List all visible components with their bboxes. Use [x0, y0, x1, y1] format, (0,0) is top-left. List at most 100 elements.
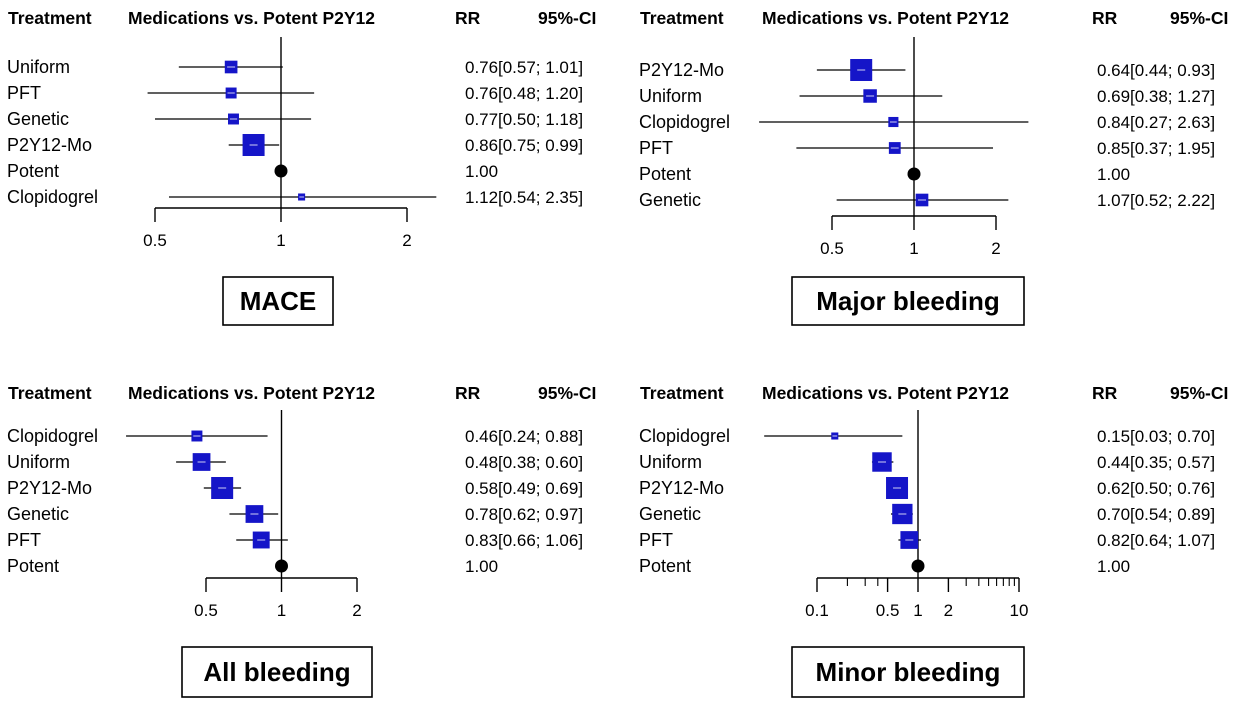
row-label: P2Y12-Mo [639, 478, 724, 498]
rr-value: 0.44 [1097, 453, 1130, 472]
header-ci: 95%-CI [538, 383, 596, 403]
row-label: Potent [639, 556, 691, 576]
row-label: Potent [7, 161, 59, 181]
rr-value: 1.12 [465, 188, 498, 207]
row-label: P2Y12-Mo [639, 60, 724, 80]
outcome-title-box [791, 646, 1025, 698]
ci-value: [0.38; 0.60] [498, 453, 583, 472]
rr-value: 0.46 [465, 427, 498, 446]
row-label: Uniform [7, 452, 70, 472]
rr-value: 0.15 [1097, 427, 1130, 446]
outcome-title: MACE [240, 286, 317, 316]
ci-value: [0.52; 2.22] [1130, 191, 1215, 210]
x-tick-label: 2 [944, 601, 953, 620]
x-tick-label: 1 [276, 231, 285, 250]
outcome-title: Minor bleeding [816, 657, 1001, 687]
ci-value: [0.44; 0.93] [1130, 61, 1215, 80]
ci-value: [0.37; 1.95] [1130, 139, 1215, 158]
rr-value: 0.69 [1097, 87, 1130, 106]
row-label: Genetic [7, 109, 69, 129]
rr-value: 0.76 [465, 84, 498, 103]
ci-value: [0.54; 2.35] [498, 188, 583, 207]
ci-value: [0.50; 0.76] [1130, 479, 1215, 498]
rr-value: 0.84 [1097, 113, 1130, 132]
reference-point [275, 559, 288, 573]
x-tick-label: 0.1 [805, 601, 829, 620]
rr-value: 0.85 [1097, 139, 1130, 158]
forest-panel-4: Treatment Medications vs. Potent P2Y12 RR 9… [639, 383, 1228, 698]
header-comparison: Medications vs. Potent P2Y12 [128, 383, 375, 403]
x-tick-label: 1 [913, 601, 922, 620]
rr-value: 1.00 [465, 557, 498, 576]
rr-value: 1.00 [465, 162, 498, 181]
x-tick-label: 2 [352, 601, 361, 620]
rr-value: 1.00 [1097, 557, 1130, 576]
row-label: Clopidogrel [7, 187, 98, 207]
outcome-title-box [791, 276, 1025, 326]
x-tick-label: 0.5 [143, 231, 167, 250]
ci-value: [0.48; 1.20] [498, 84, 583, 103]
header-ci: 95%-CI [538, 8, 596, 28]
forest-panel-2: Treatment Medications vs. Potent P2Y12 RR 9… [639, 8, 1228, 326]
x-tick-label: 2 [402, 231, 411, 250]
row-label: Clopidogrel [7, 426, 98, 446]
ci-value: [0.62; 0.97] [498, 505, 583, 524]
ci-value: [0.57; 1.01] [498, 58, 583, 77]
row-label: Genetic [639, 190, 701, 210]
x-tick-label: 0.5 [820, 239, 844, 258]
x-tick-label: 1 [277, 601, 286, 620]
rr-value: 0.58 [465, 479, 498, 498]
row-label: PFT [7, 530, 41, 550]
rr-value: 0.86 [465, 136, 498, 155]
outcome-title-box [181, 646, 373, 698]
header-treatment: Treatment [8, 383, 92, 403]
header-treatment: Treatment [640, 8, 724, 28]
ci-value: [0.49; 0.69] [498, 479, 583, 498]
reference-point [911, 559, 925, 573]
row-label: PFT [7, 83, 41, 103]
ci-value: [0.35; 0.57] [1130, 453, 1215, 472]
header-ci: 95%-CI [1170, 8, 1228, 28]
rr-value: 1.00 [1097, 165, 1130, 184]
rr-value: 0.83 [465, 531, 498, 550]
ci-value: [0.50; 1.18] [498, 110, 583, 129]
header-rr: RR [455, 8, 481, 28]
rr-value: 0.64 [1097, 61, 1130, 80]
rr-value: 0.48 [465, 453, 498, 472]
row-label: Uniform [639, 86, 702, 106]
ci-value: [0.75; 0.99] [498, 136, 583, 155]
forest-panel-1: Treatment Medications vs. Potent P2Y12 RR 9… [7, 8, 596, 326]
ci-value: [0.27; 2.63] [1130, 113, 1215, 132]
row-label: Clopidogrel [639, 426, 730, 446]
x-tick-label: 2 [991, 239, 1000, 258]
rr-value: 0.78 [465, 505, 498, 524]
row-label: Genetic [639, 504, 701, 524]
header-treatment: Treatment [8, 8, 92, 28]
rr-value: 0.77 [465, 110, 498, 129]
x-tick-label: 0.5 [876, 601, 900, 620]
rr-value: 0.76 [465, 58, 498, 77]
ci-value: [0.54; 0.89] [1130, 505, 1215, 524]
row-label: Uniform [7, 57, 70, 77]
header-treatment: Treatment [640, 383, 724, 403]
outcome-title: Major bleeding [816, 286, 999, 316]
row-label: Clopidogrel [639, 112, 730, 132]
ci-value: [0.03; 0.70] [1130, 427, 1215, 446]
ci-value: [0.64; 1.07] [1130, 531, 1215, 550]
row-label: P2Y12-Mo [7, 478, 92, 498]
forest-panel-3: Treatment Medications vs. Potent P2Y12 RR 9… [7, 383, 596, 698]
rr-value: 0.62 [1097, 479, 1130, 498]
header-comparison: Medications vs. Potent P2Y12 [762, 8, 1009, 28]
row-label: Genetic [7, 504, 69, 524]
row-label: P2Y12-Mo [7, 135, 92, 155]
ci-value: [0.66; 1.06] [498, 531, 583, 550]
outcome-title: All bleeding [203, 657, 350, 687]
x-tick-label: 1 [909, 239, 918, 258]
header-comparison: Medications vs. Potent P2Y12 [762, 383, 1009, 403]
x-tick-label: 0.5 [194, 601, 218, 620]
row-label: PFT [639, 138, 673, 158]
x-tick-label: 10 [1010, 601, 1029, 620]
row-label: Uniform [639, 452, 702, 472]
header-rr: RR [1092, 8, 1118, 28]
